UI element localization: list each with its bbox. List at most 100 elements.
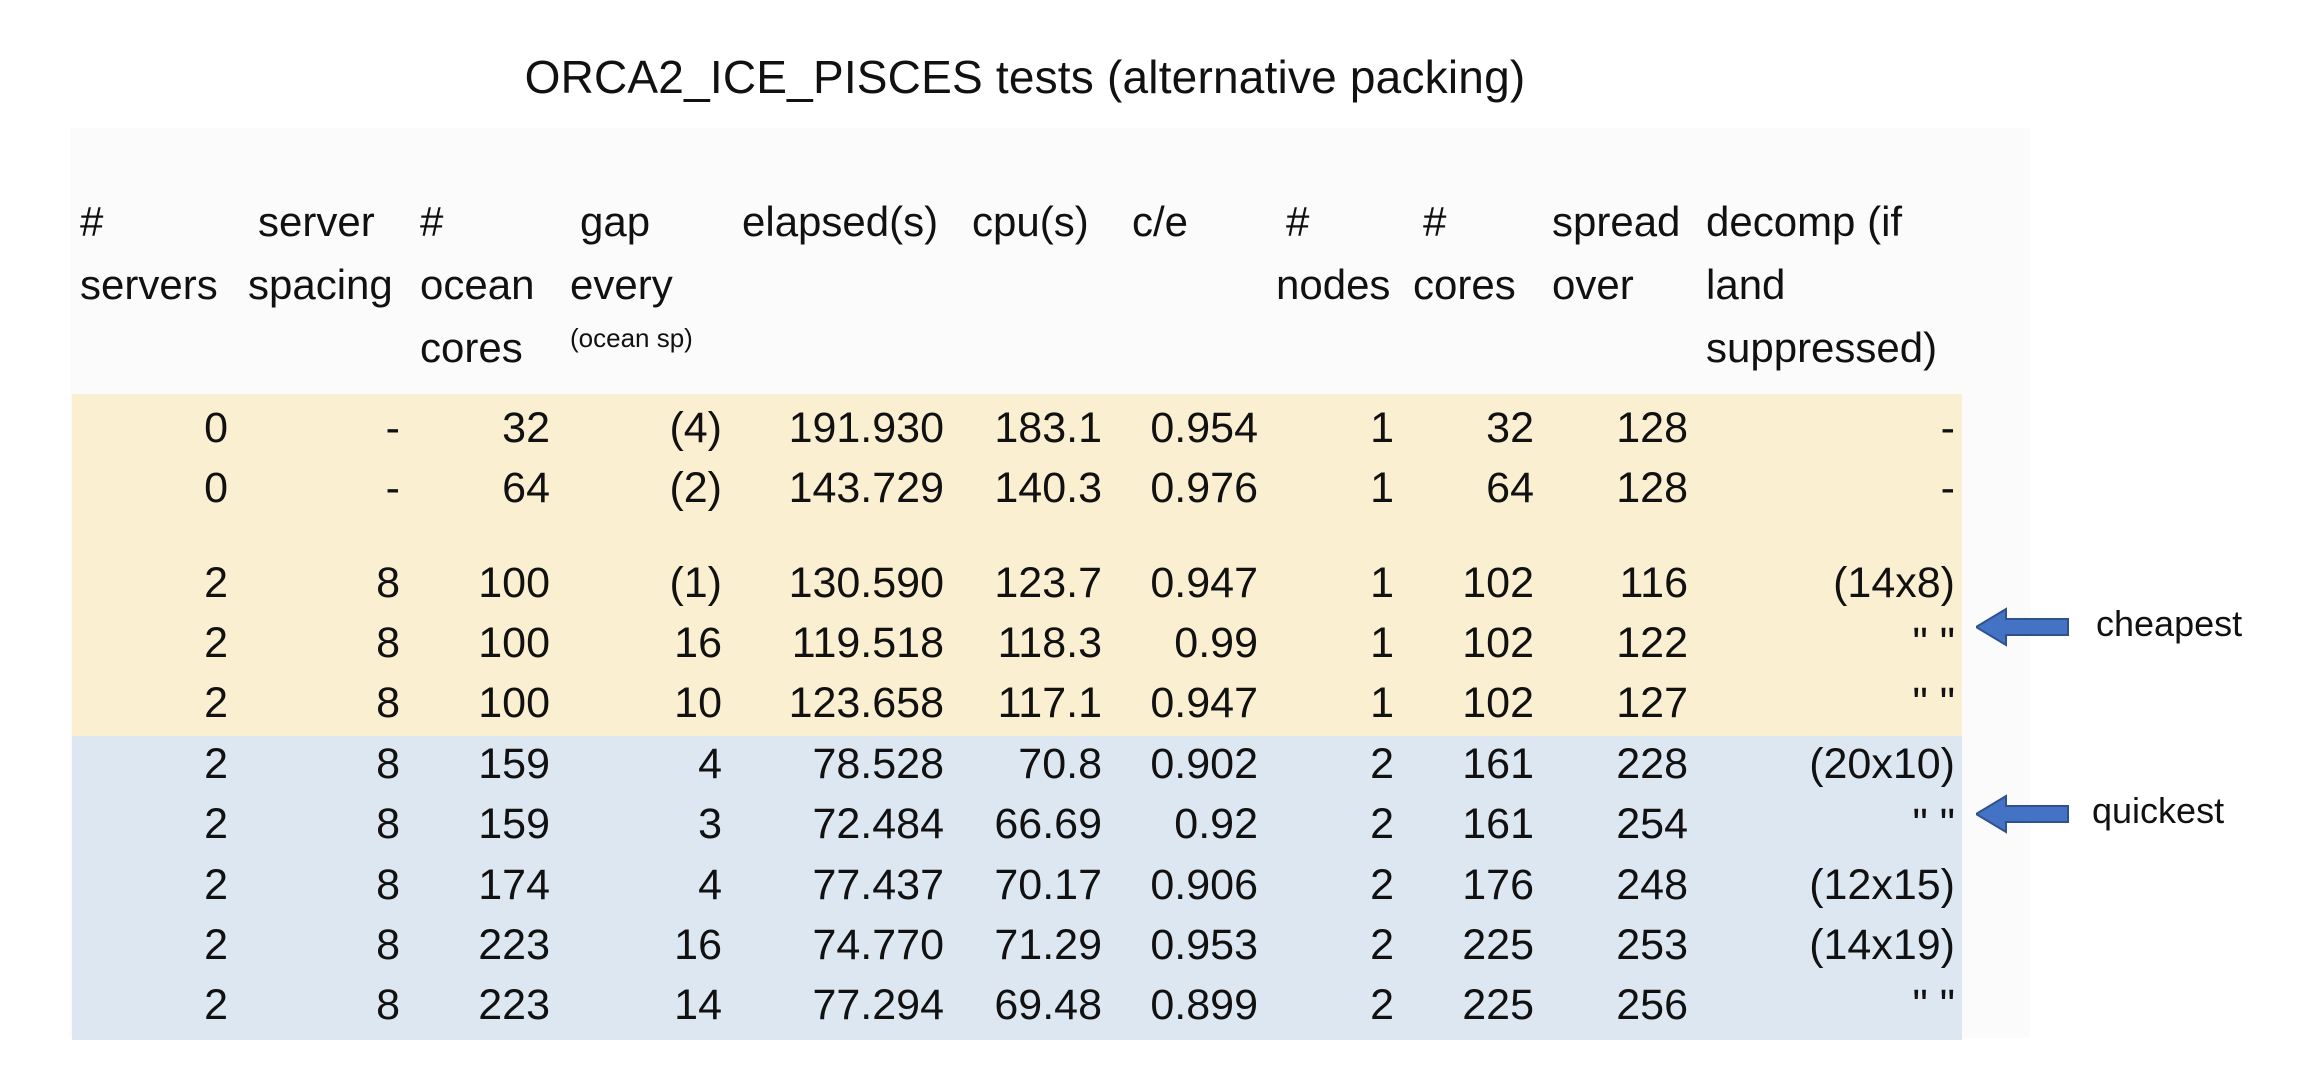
cell-spacing: 8: [376, 619, 400, 667]
table-header: # servers server spacing # ocean cores g…: [0, 190, 2030, 380]
cell-spread-over: 253: [1616, 921, 1688, 969]
cell-cpu: 69.48: [994, 981, 1102, 1029]
cell-servers: 2: [204, 740, 228, 788]
cell-spacing: -: [385, 404, 400, 452]
cell-gap-every: 16: [674, 619, 722, 667]
cell-cores: 102: [1462, 619, 1534, 667]
cell-decomp: (12x15): [1809, 861, 1955, 909]
cell-servers: 0: [204, 464, 228, 512]
cell-decomp: (20x10): [1809, 740, 1955, 788]
cell-servers: 0: [204, 404, 228, 452]
cell-elapsed: 123.658: [788, 679, 944, 727]
cell-ocean-cores: 159: [478, 740, 550, 788]
cell-decomp: " ": [1912, 619, 1955, 667]
cell-cores: 32: [1486, 404, 1534, 452]
cell-nodes: 1: [1370, 679, 1394, 727]
header-cores: # cores: [1413, 198, 1516, 308]
cell-spread-over: 256: [1616, 981, 1688, 1029]
cell-ce: 0.953: [1150, 921, 1258, 969]
table-row: 2 8 100 16 119.518 118.3 0.99 1 102 122 " ": [0, 613, 2000, 673]
cell-ce: 0.899: [1150, 981, 1258, 1029]
cell-gap-every: 16: [674, 921, 722, 969]
table-row: 2 8 159 3 72.484 66.69 0.92 2 161 254 " ": [0, 794, 2000, 854]
header-cpu: cpu(s): [972, 198, 1089, 245]
cell-ocean-cores: 100: [478, 619, 550, 667]
cell-gap-every: (4): [669, 404, 722, 452]
cell-servers: 2: [204, 921, 228, 969]
cell-gap-every: 4: [698, 861, 722, 909]
cell-cpu: 71.29: [994, 921, 1102, 969]
cell-cores: 102: [1462, 559, 1534, 607]
cell-spread-over: 128: [1616, 464, 1688, 512]
header-ce: c/e: [1132, 198, 1189, 245]
cell-nodes: 2: [1370, 921, 1394, 969]
cell-nodes: 2: [1370, 740, 1394, 788]
cell-elapsed: 130.590: [788, 559, 944, 607]
cell-spread-over: 248: [1616, 861, 1688, 909]
cell-cpu: 66.69: [994, 800, 1102, 848]
two-node-band: [72, 736, 1962, 1040]
cell-gap-every: 10: [674, 679, 722, 727]
cell-ce: 0.906: [1150, 861, 1258, 909]
cell-spacing: 8: [376, 981, 400, 1029]
table-row: 2 8 100 10 123.658 117.1 0.947 1 102 127 " ": [0, 673, 2000, 733]
header-server-spacing: server spacing: [248, 198, 393, 308]
cell-spread-over: 127: [1616, 679, 1688, 727]
cell-servers: 2: [204, 861, 228, 909]
cell-spread-over: 116: [1619, 559, 1688, 607]
quickest-arrow-icon: [1976, 794, 2069, 834]
cell-nodes: 2: [1370, 800, 1394, 848]
cell-decomp: (14x8): [1833, 559, 1955, 607]
cell-spacing: 8: [376, 559, 400, 607]
cell-cpu: 70.17: [994, 861, 1102, 909]
cell-ce: 0.976: [1150, 464, 1258, 512]
cell-cpu: 117.1: [997, 679, 1102, 727]
cell-elapsed: 78.528: [812, 740, 944, 788]
cell-ocean-cores: 100: [478, 679, 550, 727]
cell-ocean-cores: 174: [478, 861, 550, 909]
cell-spacing: 8: [376, 679, 400, 727]
cheapest-label: cheapest: [2096, 603, 2243, 644]
cell-cpu: 118.3: [997, 619, 1102, 667]
cell-servers: 2: [204, 559, 228, 607]
cell-spacing: 8: [376, 921, 400, 969]
cell-nodes: 1: [1370, 404, 1394, 452]
cell-cpu: 123.7: [994, 559, 1102, 607]
cell-cores: 161: [1462, 800, 1534, 848]
cell-servers: 2: [204, 800, 228, 848]
cell-elapsed: 74.770: [812, 921, 944, 969]
header-spread-over: spread over: [1552, 198, 1681, 308]
header-ocean-cores: # ocean cores: [420, 198, 535, 371]
cell-ocean-cores: 32: [502, 404, 550, 452]
cell-ocean-cores: 100: [478, 559, 550, 607]
table-row: 0 - 32 (4) 191.930 183.1 0.954 1 32 128 -: [0, 398, 2000, 458]
cell-nodes: 2: [1370, 861, 1394, 909]
cell-spread-over: 122: [1616, 619, 1688, 667]
cell-spread-over: 128: [1616, 404, 1688, 452]
cell-gap-every: 14: [674, 981, 722, 1029]
cell-elapsed: 119.518: [791, 619, 944, 667]
cell-gap-every: (1): [669, 559, 722, 607]
cell-decomp: (14x19): [1809, 921, 1955, 969]
cell-servers: 2: [204, 619, 228, 667]
table-row: 2 8 223 16 74.770 71.29 0.953 2 225 253 (14x19): [0, 915, 2000, 975]
cell-ce: 0.92: [1174, 800, 1258, 848]
cell-decomp: " ": [1912, 679, 1955, 727]
cell-spread-over: 228: [1616, 740, 1688, 788]
cell-ocean-cores: 64: [502, 464, 550, 512]
cell-nodes: 1: [1370, 619, 1394, 667]
page-title: ORCA2_ICE_PISCES tests (alternative pack…: [524, 51, 1526, 103]
quickest-label: quickest: [2092, 790, 2225, 831]
header-servers: # servers: [80, 198, 218, 308]
cell-spread-over: 254: [1616, 800, 1688, 848]
cheapest-arrow-icon: [1976, 607, 2069, 647]
cell-elapsed: 191.930: [788, 404, 944, 452]
cell-cores: 64: [1486, 464, 1534, 512]
cell-cpu: 70.8: [1018, 740, 1102, 788]
cell-elapsed: 77.294: [812, 981, 944, 1029]
cell-cores: 225: [1462, 981, 1534, 1029]
single-node-band: [72, 394, 1962, 736]
cell-servers: 2: [204, 981, 228, 1029]
cell-spacing: 8: [376, 861, 400, 909]
